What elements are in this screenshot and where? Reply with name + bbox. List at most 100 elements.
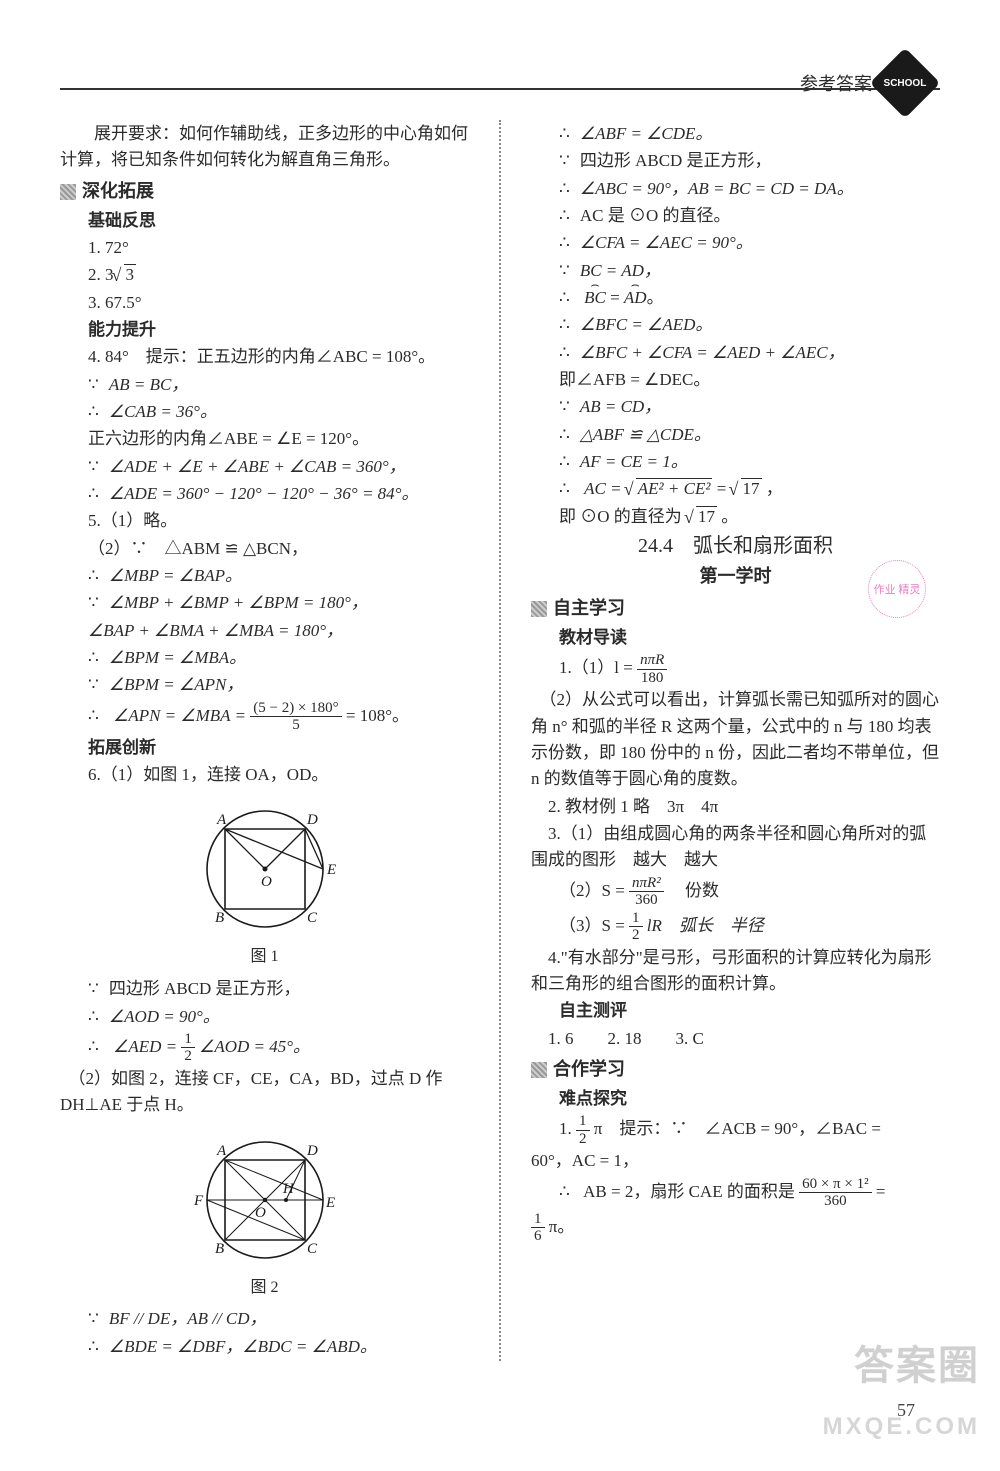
q2: 2. 3 3 xyxy=(60,262,469,288)
badge-text: SCHOOL xyxy=(884,78,927,89)
q6d: ∠AED = 12 ∠AOD = 45°。 xyxy=(60,1031,469,1065)
r4: AC 是 ⊙O 的直径。 xyxy=(531,203,940,229)
right-column: ∠ABF = ∠CDE。 四边形 ABCD 是正方形， ∠ABC = 90°，A… xyxy=(531,120,940,1361)
sub-read: 教材导读 xyxy=(531,625,940,651)
svg-text:B: B xyxy=(215,910,224,926)
r11: AB = CD， xyxy=(531,394,940,420)
column-divider xyxy=(499,120,501,1361)
q2-rad: 3 xyxy=(124,264,137,284)
section-shenhua: 深化拓展 xyxy=(60,178,469,206)
figure-2: A D B C E F O H 图 2 xyxy=(60,1125,469,1301)
q5h-den: 5 xyxy=(289,717,303,734)
a1-den: 180 xyxy=(638,670,667,687)
q2-pre: 2. 3 xyxy=(88,265,114,284)
r10: 即∠AFB = ∠DEC。 xyxy=(531,367,940,393)
r1: ∠ABF = ∠CDE。 xyxy=(531,121,940,147)
q6g: ∠BDE = ∠DBF，∠BDC = ∠ABD。 xyxy=(60,1334,469,1360)
svg-text:O: O xyxy=(261,874,272,890)
watermark-url: MXQE.COM xyxy=(823,1413,980,1441)
b2: 60°，AC = 1， xyxy=(531,1148,940,1174)
lesson-title: 24.4 弧长和扇形面积 xyxy=(531,531,940,562)
a6: （3）S = 12 lR 弧长 半径 xyxy=(531,910,940,944)
a5-pre: （2）S = xyxy=(559,881,629,900)
q6b: 四边形 ABCD 是正方形， xyxy=(60,976,469,1002)
svg-text:D: D xyxy=(306,812,318,828)
r2-text: 四边形 ABCD 是正方形， xyxy=(580,151,772,170)
q4a-text: 4. 84° 提示：正五边形的内角∠ABC = 108°。 xyxy=(88,347,435,366)
q1: 1. 72° xyxy=(60,235,469,261)
q6c-text: ∠AOD = 90°。 xyxy=(109,1007,220,1026)
section-coop-title: 合作学习 xyxy=(553,1056,625,1084)
a1-pre: 1.（1）l = xyxy=(559,658,637,677)
columns: 展开要求：如何作辅助线，正多边形的中心角如何计算，将已知条件如何转化为解直角三角… xyxy=(60,120,940,1361)
section-marker-icon xyxy=(531,601,547,617)
a2: （2）从公式可以看出，计算弧长需已知弧所对的圆心角 n° 和弧的半径 R 这两个… xyxy=(531,687,940,792)
b1-post: π 提示：∵ ∠ACB = 90°，∠BAC = xyxy=(594,1119,881,1138)
r9: ∠BFC + ∠CFA = ∠AED + ∠AEC， xyxy=(531,340,940,366)
q5b: （2）∵ △ABM ≌ △BCN， xyxy=(60,536,469,562)
b3-pre: AB = 2，扇形 CAE 的面积是 xyxy=(583,1182,795,1201)
q6e: （2）如图 2，连接 CF，CE，CA，BD，过点 D 作 DH⊥AE 于点 H… xyxy=(60,1066,469,1119)
section-marker-icon xyxy=(60,184,76,200)
svg-text:C: C xyxy=(307,1241,318,1257)
a5-num: nπR² xyxy=(629,875,664,893)
r8: ∠BFC = ∠AED。 xyxy=(531,312,940,338)
q5c-text: ∠MBP = ∠BAP。 xyxy=(109,566,242,585)
q5g: ∠BPM = ∠APN， xyxy=(60,672,469,698)
r14-post: ， xyxy=(766,479,783,498)
sub-hard: 难点探究 xyxy=(531,1086,940,1112)
b3-den: 360 xyxy=(821,1193,850,1210)
q6f-text: BF // DE，AB // CD， xyxy=(109,1309,267,1328)
r4-text: AC 是 ⊙O 的直径。 xyxy=(580,206,731,225)
b1: 1. 12 π 提示：∵ ∠ACB = 90°，∠BAC = xyxy=(531,1113,940,1147)
a1: 1.（1）l = nπR180 xyxy=(531,652,940,686)
sub-basic: 基础反思 xyxy=(60,208,469,234)
q6d-pre: ∠AED = xyxy=(113,1037,181,1056)
q4c: ∠CAB = 36°。 xyxy=(60,399,469,425)
a4: 3.（1）由组成圆心角的两条半径和圆心角所对的弧围成的图形 越大 越大 xyxy=(531,821,940,874)
r3: ∠ABC = 90°，AB = BC = CD = DA。 xyxy=(531,176,940,202)
r2: 四边形 ABCD 是正方形， xyxy=(531,148,940,174)
q6d-post: ∠AOD = 45°。 xyxy=(199,1037,310,1056)
r15: 即 ⊙O 的直径为 17 。 xyxy=(531,504,940,530)
figure-1-svg: A D B C E O xyxy=(185,794,345,944)
r7: BC = AD。 xyxy=(531,285,940,311)
a8: 1. 6 2. 18 3. C xyxy=(531,1026,940,1052)
school-badge-icon: SCHOOL xyxy=(870,48,941,119)
q4c-text: ∠CAB = 36°。 xyxy=(109,402,217,421)
a5-den: 360 xyxy=(632,892,661,909)
svg-text:C: C xyxy=(307,910,318,926)
r15-post: 。 xyxy=(721,507,738,526)
r13: AF = CE = 1。 xyxy=(531,449,940,475)
svg-text:H: H xyxy=(282,1181,295,1197)
q6d-num: 1 xyxy=(181,1031,195,1049)
a6-num: 1 xyxy=(629,910,643,928)
q4e: ∠ADE + ∠E + ∠ABE + ∠CAB = 360°， xyxy=(60,454,469,480)
b1-pre: 1. xyxy=(559,1119,576,1138)
svg-text:E: E xyxy=(326,862,336,878)
r7a: BC xyxy=(584,285,606,311)
q5d-text: ∠MBP + ∠BMP + ∠BPM = 180°， xyxy=(109,593,368,612)
sub-test: 自主测评 xyxy=(531,998,940,1024)
q4f: ∠ADE = 360° − 120° − 120° − 36° = 84°。 xyxy=(60,481,469,507)
section-title: 深化拓展 xyxy=(82,178,154,206)
r15-pre: 即 ⊙O 的直径为 xyxy=(559,507,682,526)
q6d-den: 2 xyxy=(181,1048,195,1065)
q5b-text: （2）∵ △ABM ≌ △BCN， xyxy=(88,539,308,558)
svg-text:A: A xyxy=(216,812,227,828)
q5h-post: = 108°。 xyxy=(346,706,409,725)
section-coop: 合作学习 xyxy=(531,1056,940,1084)
q6c: ∠AOD = 90°。 xyxy=(60,1004,469,1030)
q4a: 4. 84° 提示：正五边形的内角∠ABC = 108°。 xyxy=(60,344,469,370)
q4b: AB = BC， xyxy=(60,372,469,398)
q5h-pre: ∠APN = ∠MBA = xyxy=(113,706,250,725)
fig1-caption: 图 1 xyxy=(60,945,469,970)
q5g-text: ∠BPM = ∠APN， xyxy=(109,675,244,694)
q5e: ∠BAP + ∠BMA + ∠MBA = 180°， xyxy=(60,618,469,644)
a5: （2）S = nπR²360 份数 xyxy=(531,875,940,909)
b1-den: 2 xyxy=(576,1131,590,1148)
r14-rad2: 17 xyxy=(741,478,762,498)
svg-text:O: O xyxy=(255,1205,266,1221)
q5h: ∠APN = ∠MBA = (5 − 2) × 180°5 = 108°。 xyxy=(60,700,469,734)
sub-ext: 拓展创新 xyxy=(60,735,469,761)
